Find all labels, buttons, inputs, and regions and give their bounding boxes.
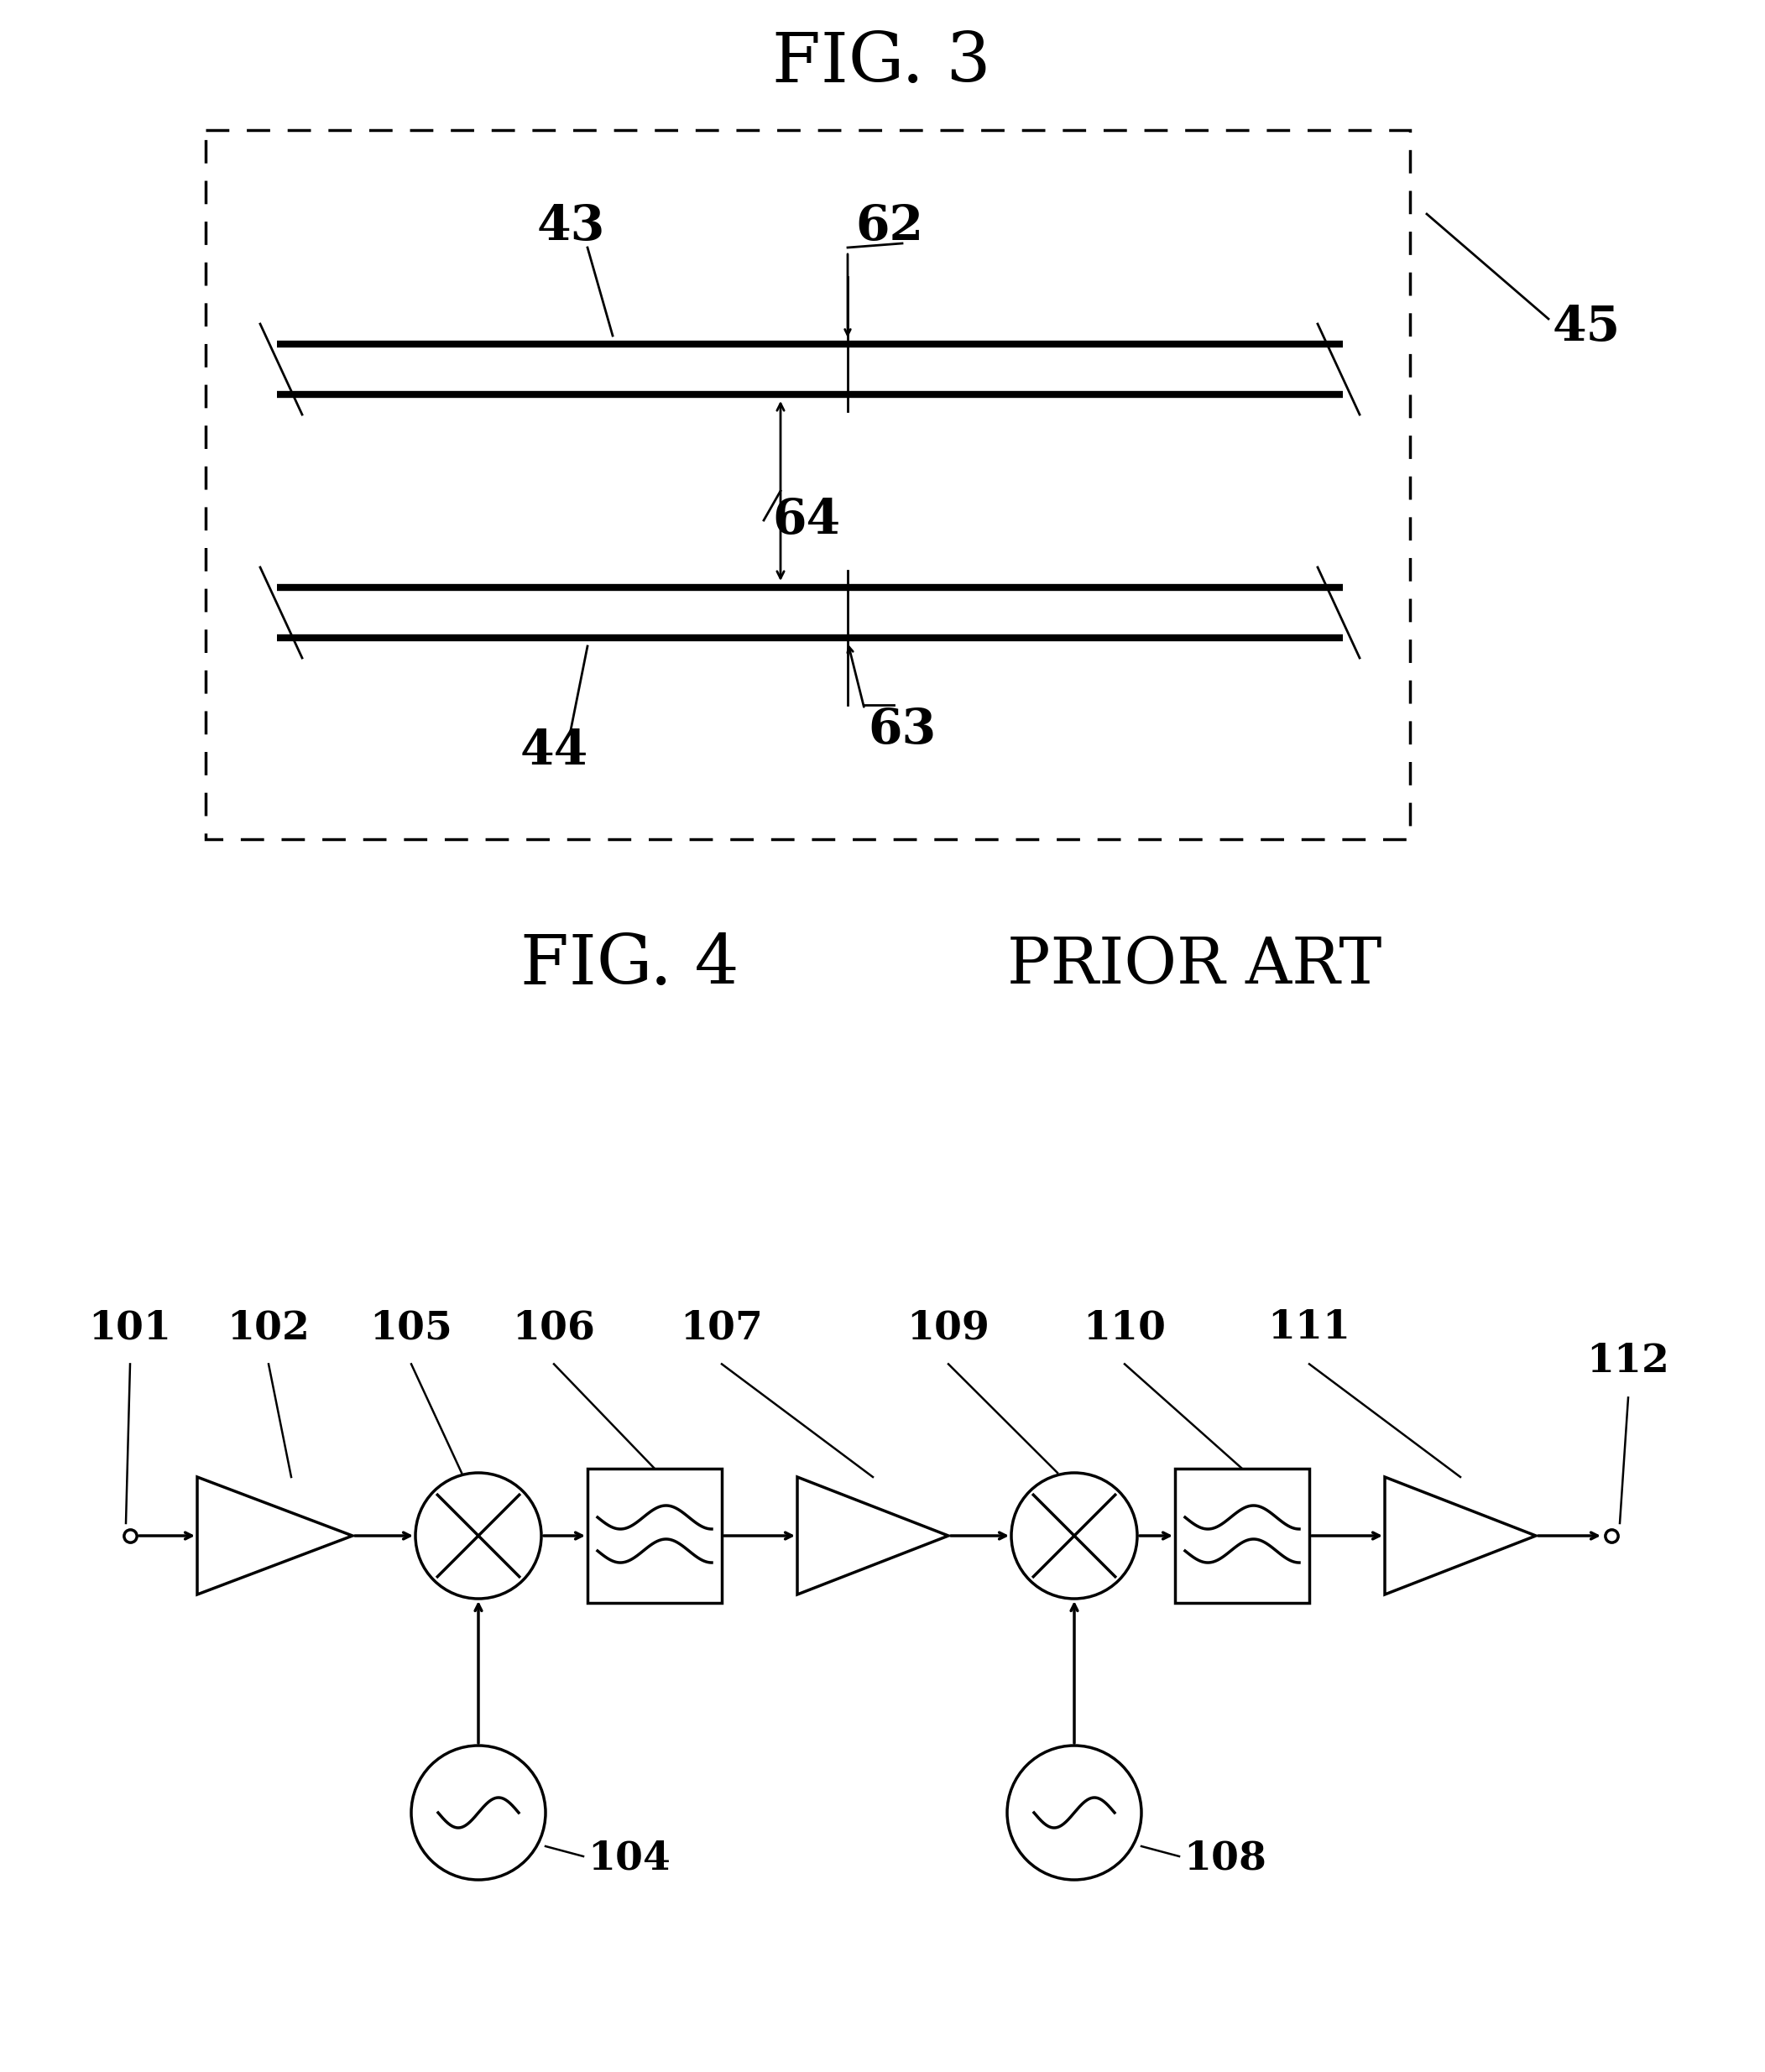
Bar [588, 1469, 722, 1604]
Text: 101: 101 [88, 1307, 171, 1347]
Text: 43: 43 [537, 203, 605, 251]
Text: 109: 109 [907, 1307, 990, 1347]
Text: 108: 108 [1183, 1840, 1266, 1877]
Text: FIG. 3: FIG. 3 [771, 29, 990, 97]
Text: 104: 104 [588, 1840, 671, 1877]
Bar [207, 131, 1410, 839]
Text: 105: 105 [369, 1307, 454, 1347]
Text: 107: 107 [680, 1307, 762, 1347]
Text: 44: 44 [521, 727, 588, 775]
Text: PRIOR ART: PRIOR ART [1008, 934, 1382, 997]
Text: 64: 64 [771, 497, 840, 543]
Text: 63: 63 [868, 707, 935, 754]
Text: 111: 111 [1267, 1307, 1350, 1347]
Text: 102: 102 [228, 1307, 311, 1347]
Bar [1175, 1469, 1310, 1604]
Text: 45: 45 [1553, 305, 1620, 350]
Text: 62: 62 [856, 203, 923, 251]
Text: 112: 112 [1587, 1343, 1670, 1380]
Text: FIG. 4: FIG. 4 [521, 932, 740, 999]
Text: 106: 106 [512, 1307, 595, 1347]
Text: 110: 110 [1084, 1307, 1167, 1347]
